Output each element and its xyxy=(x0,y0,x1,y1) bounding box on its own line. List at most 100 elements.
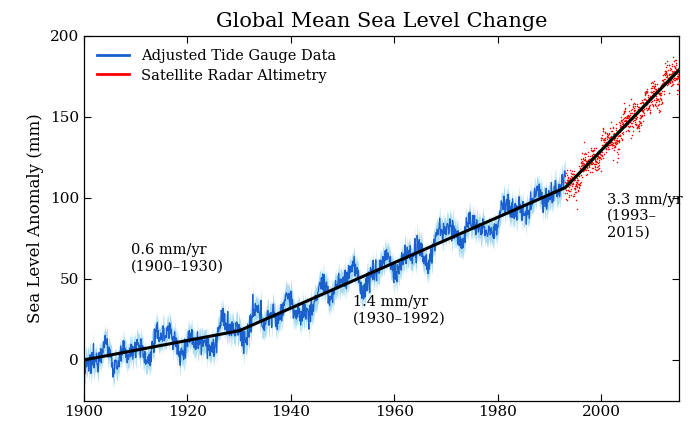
Point xyxy=(625,109,636,117)
Point xyxy=(649,84,660,91)
Point xyxy=(654,109,665,116)
Point xyxy=(598,151,610,158)
Point xyxy=(575,156,587,163)
Point xyxy=(650,83,661,90)
Point xyxy=(609,140,620,147)
Point xyxy=(654,100,665,107)
Point xyxy=(655,96,666,103)
Point xyxy=(642,89,653,96)
Point xyxy=(581,158,592,165)
Point xyxy=(594,154,605,161)
Point xyxy=(608,131,619,138)
Point xyxy=(580,157,591,164)
Point xyxy=(576,171,587,178)
Point xyxy=(671,86,682,93)
Point xyxy=(611,140,622,147)
Point xyxy=(608,156,619,163)
Point xyxy=(660,68,671,75)
Point xyxy=(588,147,599,154)
Point xyxy=(578,139,589,146)
Point xyxy=(631,112,642,119)
Point xyxy=(580,151,592,158)
Point xyxy=(587,152,598,159)
Point xyxy=(600,149,611,156)
Point xyxy=(646,80,657,87)
Point xyxy=(562,173,573,180)
Point xyxy=(656,81,667,88)
Point xyxy=(648,96,659,103)
Point xyxy=(595,168,606,175)
Point xyxy=(645,89,657,96)
Point xyxy=(636,106,648,113)
Point xyxy=(610,134,621,141)
Point xyxy=(639,90,650,97)
Point xyxy=(570,188,582,195)
Point xyxy=(597,141,608,148)
Point xyxy=(662,58,673,65)
Point xyxy=(611,139,622,146)
Point xyxy=(647,101,658,108)
Point xyxy=(655,95,666,102)
Point xyxy=(598,144,610,151)
Point xyxy=(592,163,603,170)
Point xyxy=(666,72,677,79)
Point xyxy=(596,131,608,138)
Point xyxy=(590,145,601,152)
Point xyxy=(653,97,664,104)
Point xyxy=(634,128,645,135)
Point xyxy=(671,90,682,97)
Point xyxy=(629,117,640,124)
Point xyxy=(657,98,668,105)
Point xyxy=(565,176,576,183)
Point xyxy=(666,76,677,83)
Point xyxy=(645,99,656,106)
Point xyxy=(561,176,573,183)
Point xyxy=(652,101,664,109)
Point xyxy=(670,69,681,77)
Point xyxy=(655,92,666,99)
Point xyxy=(631,109,642,117)
Point xyxy=(624,110,636,117)
Point xyxy=(661,61,672,69)
Point xyxy=(648,89,659,96)
Point xyxy=(580,171,592,178)
Point xyxy=(638,101,649,109)
Point xyxy=(650,101,661,108)
Point xyxy=(640,96,651,103)
Point xyxy=(650,93,662,100)
Point xyxy=(631,124,643,131)
Point xyxy=(571,178,582,185)
Point xyxy=(671,65,682,73)
Point xyxy=(627,124,638,131)
Point xyxy=(624,127,635,134)
Point xyxy=(580,159,592,166)
Point xyxy=(582,158,593,166)
Point xyxy=(673,70,684,77)
Point xyxy=(668,68,679,75)
Point xyxy=(594,149,606,156)
Point xyxy=(657,99,668,106)
Point xyxy=(575,169,586,176)
Point xyxy=(575,180,586,187)
Title: Global Mean Sea Level Change: Global Mean Sea Level Change xyxy=(216,12,547,31)
Point xyxy=(633,109,644,117)
Point xyxy=(599,134,610,142)
Point xyxy=(631,114,643,121)
Point xyxy=(559,178,570,185)
Point xyxy=(614,124,625,131)
Point xyxy=(560,179,571,186)
Point xyxy=(643,105,655,112)
Point xyxy=(561,197,572,204)
Point xyxy=(607,141,618,148)
Point xyxy=(604,142,615,149)
Point xyxy=(645,84,657,91)
Point xyxy=(560,169,571,176)
Point xyxy=(648,88,659,95)
Point xyxy=(579,166,590,173)
Point xyxy=(594,150,606,158)
Point xyxy=(592,152,603,159)
Point xyxy=(573,177,584,184)
Point xyxy=(633,122,644,129)
Point xyxy=(640,105,652,112)
Point xyxy=(591,159,602,166)
